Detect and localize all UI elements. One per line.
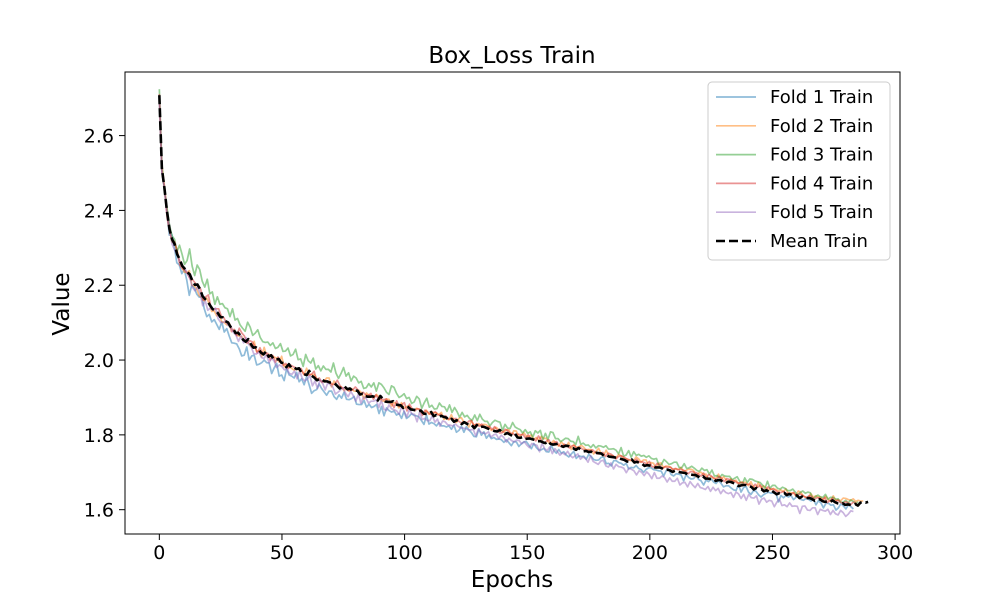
series-lines: [158, 89, 869, 518]
y-tick-label: 2.0: [84, 350, 114, 372]
legend-label-5: Fold 5 Train: [770, 202, 873, 223]
x-tick-label: 150: [509, 542, 545, 564]
x-axis-label: Epochs: [471, 567, 553, 593]
y-axis-ticks: 1.6 1.8 2.0 2.2 2.4 2.6: [84, 126, 125, 522]
legend-label-1: Fold 1 Train: [770, 87, 873, 108]
series-line-3: [158, 89, 859, 504]
legend: Fold 1 Train Fold 2 Train Fold 3 Train Fold…: [707, 81, 891, 261]
x-tick-label: 300: [877, 542, 913, 564]
x-tick-label: 200: [632, 542, 668, 564]
y-tick-label: 1.6: [84, 500, 114, 522]
y-tick-label: 2.2: [84, 275, 114, 297]
x-axis-ticks: 0 50 100 150 200 250 300: [153, 534, 913, 564]
legend-label-3: Fold 3 Train: [770, 145, 873, 166]
series-line-5: [158, 98, 854, 518]
series-line-4: [158, 94, 859, 507]
legend-label-6: Mean Train: [770, 231, 868, 252]
legend-label-4: Fold 4 Train: [770, 173, 873, 194]
y-tick-label: 2.4: [84, 200, 114, 222]
x-tick-label: 100: [386, 542, 422, 564]
series-line-6: [158, 95, 869, 507]
x-tick-label: 250: [754, 542, 790, 564]
y-tick-label: 2.6: [84, 126, 114, 148]
plot-area-frame: [124, 71, 901, 535]
chart-title: Box_Loss Train: [428, 43, 595, 69]
x-tick-label: 50: [270, 542, 294, 564]
y-axis-label: Value: [49, 272, 75, 335]
x-tick-label: 0: [153, 542, 165, 564]
legend-label-2: Fold 2 Train: [770, 116, 873, 137]
y-tick-label: 1.8: [84, 425, 114, 447]
legend-items: Fold 1 Train Fold 2 Train Fold 3 Train Fold…: [716, 87, 873, 252]
